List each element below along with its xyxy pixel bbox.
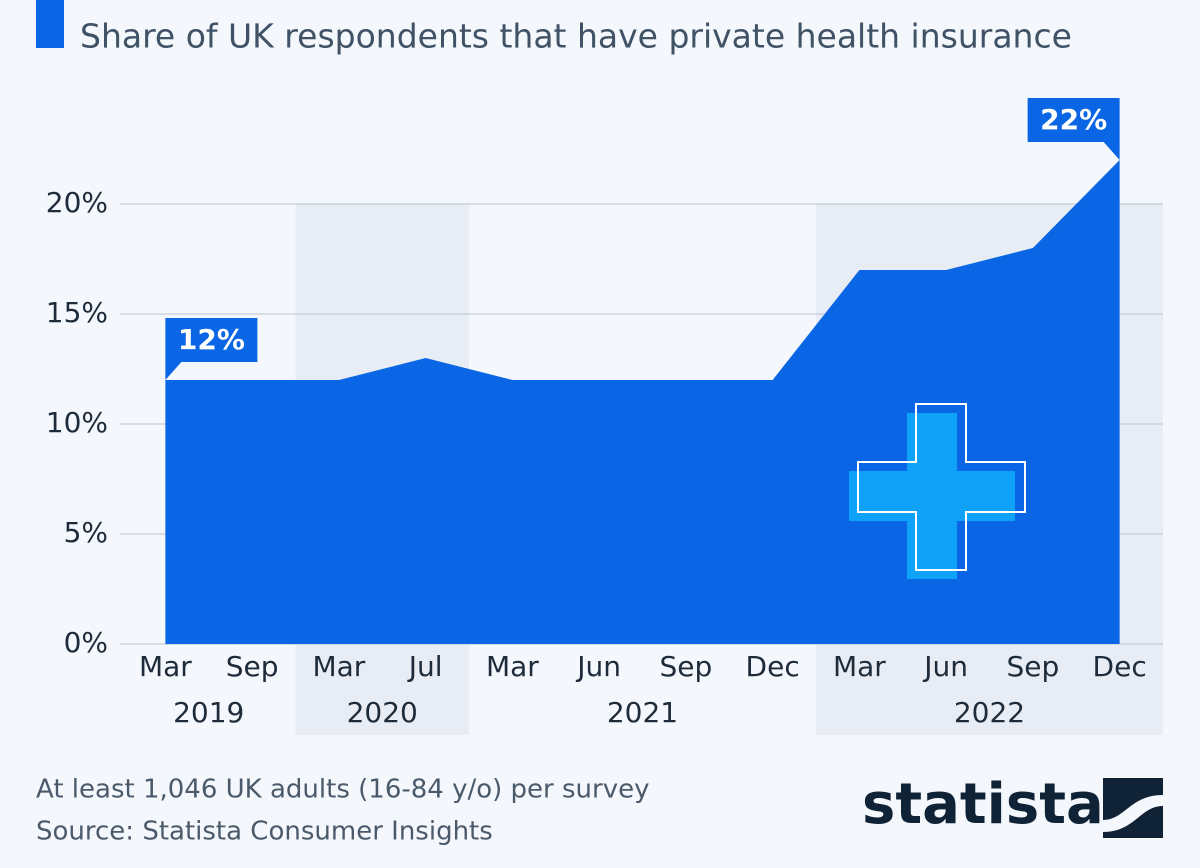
x-tick-label: Sep [226,650,279,683]
title-accent [36,0,64,48]
x-group-label: 2021 [607,696,678,729]
footer-source: Source: Statista Consumer Insights [36,817,493,847]
y-tick-label: 0% [64,626,108,659]
callout-box [1027,98,1120,142]
x-tick-label: Jun [575,650,621,683]
x-tick-label: Sep [1006,650,1059,683]
y-tick-label: 5% [64,516,108,549]
data-label: 12% [178,323,245,356]
footer-note: At least 1,046 UK adults (16-84 y/o) per… [36,775,650,805]
x-tick-label: Mar [486,650,539,683]
x-tick-label: Mar [139,650,192,683]
x-tick-label: Mar [833,650,886,683]
plot: 12% 22% [165,98,1120,644]
y-tick-label: 10% [46,406,108,439]
callout-pointer [165,362,182,380]
x-group-label: 2019 [173,696,244,729]
cross-icon [849,403,1026,579]
x-tick-label: Dec [1093,650,1147,683]
callout-box [165,318,258,362]
data-label: 22% [1040,103,1107,136]
brand-logo: statista [862,772,1104,837]
x-tick-label: Jul [407,650,443,683]
x-tick-label: Mar [312,650,365,683]
chart-title: Share of UK respondents that have privat… [80,17,1072,56]
callout-pointer [1103,142,1120,160]
area [165,160,1120,644]
brand-icon [1103,778,1163,838]
x-tick-label: Sep [659,650,712,683]
x-group-label: 2022 [954,696,1025,729]
x-group-label: 2020 [347,696,418,729]
y-tick-label: 20% [46,186,108,219]
x-tick-label: Dec [746,650,800,683]
x-tick-label: Jun [922,650,968,683]
y-tick-label: 15% [46,296,108,329]
